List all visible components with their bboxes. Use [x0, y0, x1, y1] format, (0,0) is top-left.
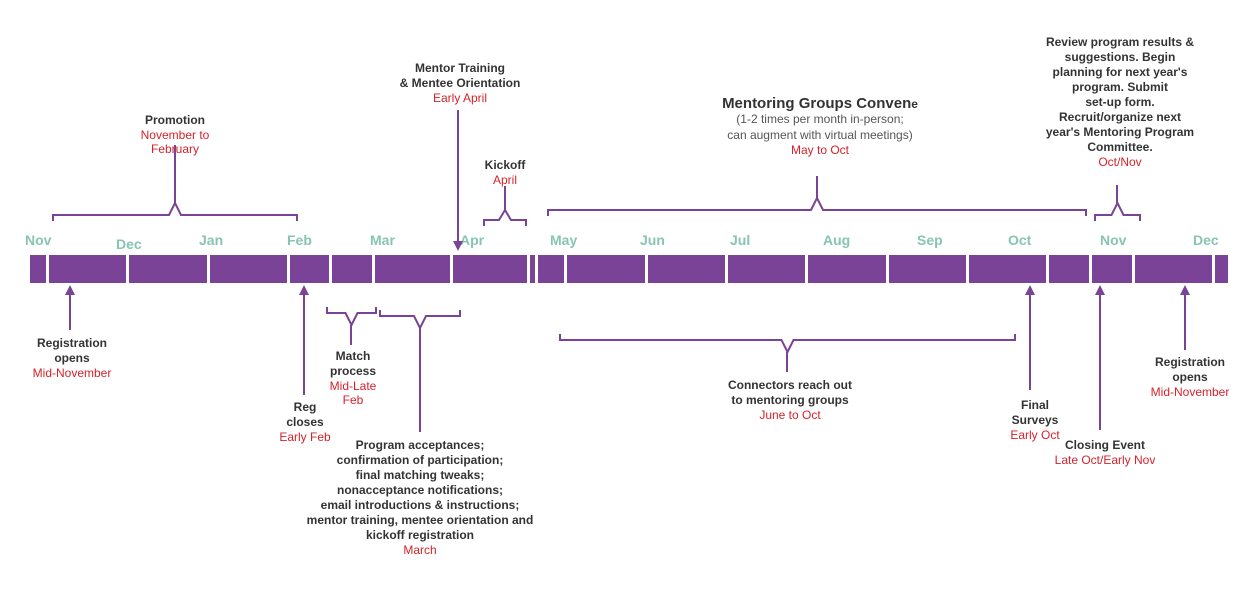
event-march: Program acceptances;confirmation of part…	[290, 438, 550, 557]
event-connectors-date: June to Oct	[710, 408, 870, 422]
event-reg-opens-2-title: Registrationopens	[1140, 355, 1240, 385]
event-kickoff: KickoffApril	[475, 158, 535, 187]
event-kickoff-title: Kickoff	[475, 158, 535, 173]
event-final-surveys: FinalSurveysEarly Oct	[1000, 398, 1070, 442]
event-final-surveys-title: FinalSurveys	[1000, 398, 1070, 428]
event-reg-opens: RegistrationopensMid-November	[22, 336, 122, 380]
event-reg-opens-2-date: Mid-November	[1140, 385, 1240, 399]
event-training-date: Early April	[380, 91, 540, 105]
event-promotion-date: November toFebruary	[105, 128, 245, 156]
event-promotion: PromotionNovember toFebruary	[105, 113, 245, 156]
event-reg-opens-date: Mid-November	[22, 366, 122, 380]
event-match-title: Matchprocess	[320, 349, 386, 379]
event-match: MatchprocessMid-Late Feb	[320, 349, 386, 407]
event-connectors-title: Connectors reach outto mentoring groups	[710, 378, 870, 408]
event-training: Mentor Training& Mentee OrientationEarly…	[380, 61, 540, 105]
event-closing: Closing EventLate Oct/Early Nov	[1040, 438, 1170, 467]
event-convene-sub: (1-2 times per month in-person;can augme…	[680, 112, 960, 143]
event-reg-opens-title: Registrationopens	[22, 336, 122, 366]
event-convene: Mentoring Groups Convene(1-2 times per m…	[680, 95, 960, 157]
event-match-date: Mid-Late Feb	[320, 379, 386, 407]
event-march-date: March	[290, 543, 550, 557]
event-review-date: Oct/Nov	[1015, 155, 1225, 169]
event-kickoff-date: April	[475, 173, 535, 187]
event-connectors: Connectors reach outto mentoring groupsJ…	[710, 378, 870, 422]
event-closing-title: Closing Event	[1040, 438, 1170, 453]
event-reg-opens-2: RegistrationopensMid-November	[1140, 355, 1240, 399]
event-review: Review program results &suggestions. Beg…	[1015, 35, 1225, 169]
event-review-title: Review program results &suggestions. Beg…	[1015, 35, 1225, 155]
event-training-title: Mentor Training& Mentee Orientation	[380, 61, 540, 91]
event-closing-date: Late Oct/Early Nov	[1040, 453, 1170, 467]
event-march-title: Program acceptances;confirmation of part…	[290, 438, 550, 543]
event-convene-date: May to Oct	[680, 143, 960, 157]
event-promotion-title: Promotion	[105, 113, 245, 128]
event-convene-title: Mentoring Groups Convene	[680, 95, 960, 112]
